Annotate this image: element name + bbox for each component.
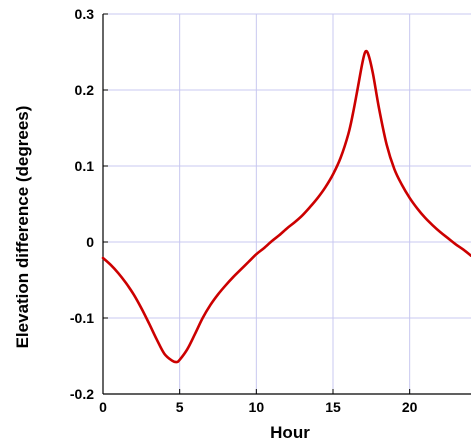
y-tick-label: 0.2 <box>75 82 95 98</box>
y-tick-label: 0 <box>86 234 94 250</box>
y-tick-labels: -0.2 -0.1 0 0.1 0.2 0.3 <box>70 6 94 402</box>
y-axis-label: Elevation difference (degrees) <box>13 106 32 349</box>
x-tick-label: 20 <box>402 399 418 415</box>
x-tick-label: 15 <box>325 399 341 415</box>
series-group <box>101 49 471 364</box>
x-tick-label: 0 <box>99 399 107 415</box>
x-tick-label: 10 <box>249 399 265 415</box>
grid <box>103 13 471 394</box>
x-tick-labels: 0 5 10 15 20 <box>99 399 418 415</box>
x-tick-label: 5 <box>176 399 184 415</box>
axes <box>102 13 471 395</box>
y-tick-label: 0.3 <box>75 6 95 22</box>
y-tick-label: -0.2 <box>70 386 94 402</box>
x-axis-label: Hour <box>270 423 310 442</box>
y-tick-label: -0.1 <box>70 310 94 326</box>
y-tick-label: 0.1 <box>75 158 95 174</box>
series-line <box>101 49 471 364</box>
